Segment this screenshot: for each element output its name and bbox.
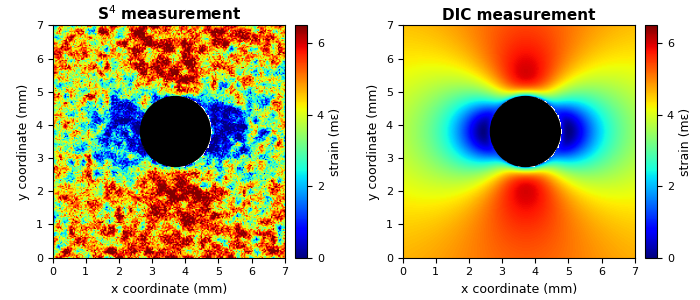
Y-axis label: y coordinate (mm): y coordinate (mm)	[18, 83, 30, 200]
Y-axis label: strain (mε): strain (mε)	[680, 107, 692, 176]
Circle shape	[491, 97, 560, 166]
X-axis label: x coordinate (mm): x coordinate (mm)	[111, 283, 227, 296]
Title: S$^4$ measurement: S$^4$ measurement	[97, 4, 241, 23]
Y-axis label: strain (mε): strain (mε)	[330, 107, 342, 176]
Text: C: C	[153, 131, 162, 145]
Text: D: D	[524, 111, 534, 125]
Text: D: D	[174, 111, 184, 125]
Circle shape	[141, 97, 210, 166]
X-axis label: x coordinate (mm): x coordinate (mm)	[461, 283, 577, 296]
Y-axis label: y coordinate (mm): y coordinate (mm)	[368, 83, 380, 200]
Text: C: C	[503, 131, 512, 145]
Title: DIC measurement: DIC measurement	[442, 8, 596, 23]
